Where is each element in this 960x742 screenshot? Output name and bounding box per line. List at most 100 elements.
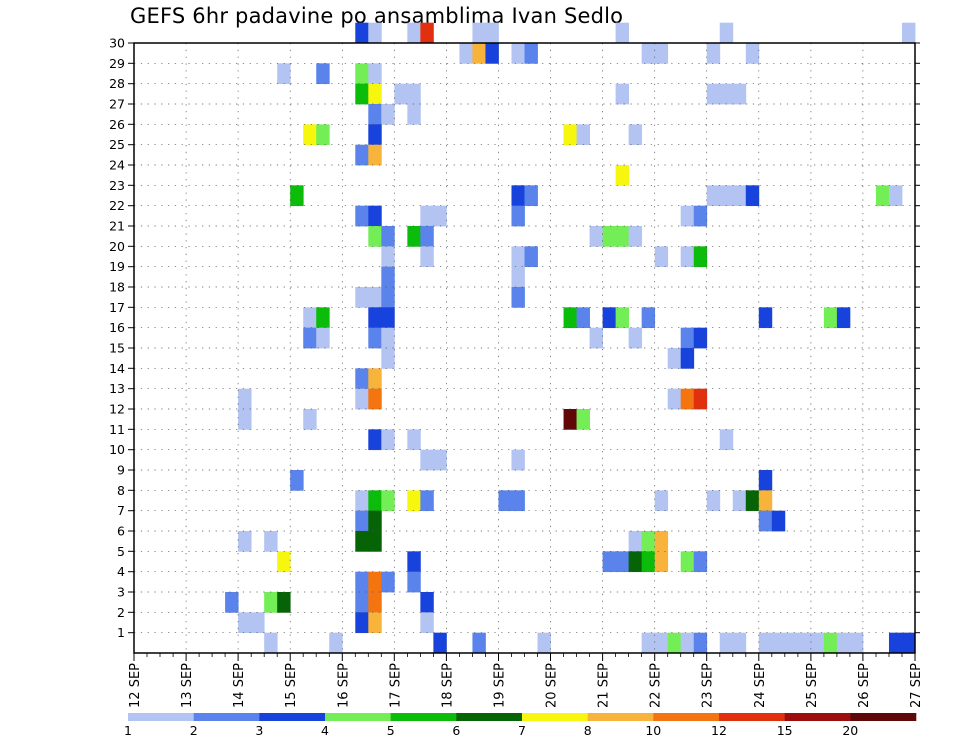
heatmap-cell — [368, 63, 382, 85]
heatmap-cell — [368, 287, 382, 308]
heatmap-cell — [225, 592, 239, 613]
heatmap-cell — [615, 83, 630, 105]
heatmap-cell — [576, 409, 590, 430]
x-tick-label: 19 SEP — [493, 663, 508, 708]
y-tick-label: 22 — [109, 198, 125, 213]
heatmap-cell — [745, 43, 760, 64]
colorbar-swatch — [719, 713, 785, 721]
colorbar-swatch — [325, 713, 391, 721]
heatmap-cell — [641, 551, 656, 573]
heatmap-cell — [641, 307, 656, 329]
y-tick-label: 23 — [109, 178, 125, 193]
heatmap-cell — [368, 144, 382, 166]
plot-frame — [133, 42, 916, 654]
heatmap-cell — [732, 490, 747, 512]
heatmap-cell — [875, 185, 890, 207]
heatmap-cell — [732, 632, 747, 654]
heatmap-cell — [355, 571, 369, 593]
heatmap-cell — [771, 632, 786, 654]
heatmap-cell — [537, 632, 551, 654]
heatmap-cell — [355, 83, 369, 105]
x-tick-label: 25 SEP — [805, 663, 820, 708]
heatmap-cell — [368, 531, 382, 552]
heatmap-cell — [368, 104, 382, 125]
heatmap-cell — [381, 490, 395, 512]
heatmap-cell — [472, 22, 486, 44]
heatmap-cell — [589, 327, 603, 349]
heatmap-cell — [303, 307, 317, 329]
heatmap-cell — [745, 185, 760, 207]
colorbar-label: 8 — [584, 723, 592, 738]
x-tick-label: 14 SEP — [232, 663, 247, 708]
colorbar-swatch — [587, 713, 654, 721]
heatmap-cell — [511, 287, 525, 308]
heatmap-cell — [680, 327, 695, 349]
heatmap-cell — [368, 592, 382, 613]
y-tick-label: 29 — [109, 56, 125, 71]
colorbar-label: 12 — [711, 723, 727, 738]
heatmap-cell — [732, 185, 747, 207]
heatmap-cell — [303, 409, 317, 430]
heatmap-cell — [407, 571, 421, 593]
x-tick-label: 18 SEP — [440, 663, 455, 708]
x-tick-label: 20 SEP — [545, 663, 560, 708]
heatmap-cell — [758, 632, 773, 654]
heatmap-cell — [433, 205, 447, 227]
x-axis-ticks: 12 SEP 13 SEP 14 SEP 15 SEP 16 SEP 17 SEP 18 S… — [128, 653, 924, 708]
heatmap-cell — [316, 327, 330, 349]
heatmap-cell — [381, 429, 395, 451]
heatmap-cell — [719, 632, 734, 654]
heatmap-cell — [888, 185, 903, 207]
heatmap-cell — [797, 632, 812, 654]
heatmap-cell — [277, 551, 291, 573]
colorbar-swatch — [259, 713, 326, 721]
heatmap-cell — [368, 571, 382, 593]
heatmap-cell — [368, 205, 382, 227]
heatmap-cell — [472, 632, 486, 654]
colorbar-label: 4 — [321, 723, 329, 738]
heatmap-cell — [719, 185, 734, 207]
heatmap-cell — [654, 246, 669, 268]
heatmap-cell — [654, 531, 669, 552]
heatmap-cell — [420, 226, 434, 247]
heatmap-cell — [589, 226, 603, 247]
heatmap-cell — [511, 266, 525, 288]
heatmap-cell — [277, 63, 291, 85]
heatmap-cell — [407, 551, 421, 573]
heatmap-cell — [693, 388, 708, 410]
grid-lines — [134, 43, 915, 654]
heatmap-cell — [485, 22, 499, 44]
heatmap-cell — [251, 612, 265, 634]
heatmap-cell — [693, 205, 708, 227]
heatmap-cell — [381, 266, 395, 288]
heatmap-cell — [420, 246, 434, 268]
heatmap-cell — [693, 551, 708, 573]
heatmap-cell — [693, 632, 708, 654]
heatmap-cell — [407, 104, 421, 125]
heatmap-cell — [511, 449, 525, 471]
heatmap-cell — [420, 22, 434, 44]
heatmap-cell — [758, 490, 773, 512]
heatmap-cell — [849, 632, 864, 654]
heatmap-cell — [355, 144, 369, 166]
heatmap-cell — [420, 490, 434, 512]
heatmap-cell — [407, 490, 421, 512]
y-tick-label: 27 — [109, 97, 125, 112]
heatmap-cell — [368, 510, 382, 532]
heatmap-cell — [355, 63, 369, 85]
heatmap-cell — [576, 307, 590, 329]
heatmap-cell — [394, 83, 408, 105]
y-tick-label: 1 — [117, 625, 125, 640]
heatmap-cell — [368, 307, 382, 329]
heatmap-cell — [459, 43, 473, 64]
heatmap-cell — [316, 124, 330, 146]
heatmap-cell — [433, 632, 447, 654]
colorbar-swatch — [456, 713, 523, 721]
x-tick-label: 16 SEP — [336, 663, 351, 708]
heatmap-cell — [563, 307, 577, 329]
heatmap-cell — [355, 205, 369, 227]
heatmap-cell — [602, 226, 617, 247]
heatmap-cell — [368, 612, 382, 634]
heatmap-cell — [381, 307, 395, 329]
